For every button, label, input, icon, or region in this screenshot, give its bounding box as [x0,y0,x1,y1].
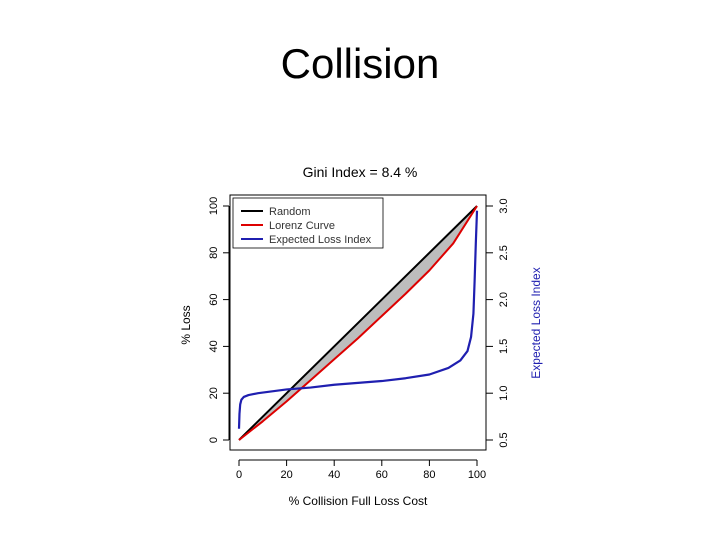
y-tick-label: 80 [208,247,220,259]
series-expected-loss-index-line [237,210,479,429]
y-axis-label: % Loss [179,305,193,344]
y2-tick-label: 2.0 [498,292,510,307]
y2-tick-label: 2.5 [498,245,510,260]
x-tick-label: 100 [468,469,486,481]
y2-tick-label: 3.0 [498,198,510,213]
y2-tick-label: 1.0 [498,386,510,401]
legend-label: Random [269,206,311,218]
y-tick-label: 0 [208,437,220,443]
x-tick-label: 40 [328,469,340,481]
x-tick-label: 60 [376,469,388,481]
slide-title: Collision [280,40,440,87]
x-tick-label: 80 [423,469,435,481]
x-tick-label: 20 [280,469,292,481]
legend-label: Expected Loss Index [269,234,372,246]
y2-tick-label: 0.5 [498,432,510,447]
y2-tick-label: 1.5 [498,339,510,354]
series-lorenz-curve-line [238,205,478,441]
legend-label: Lorenz Curve [269,220,335,232]
y2-axis-label: Expected Loss Index [529,267,543,378]
y-tick-label: 60 [208,293,220,305]
y-tick-label: 40 [208,340,220,352]
y-tick-label: 100 [208,197,220,215]
series-random-line [238,205,478,441]
x-axis-label: % Collision Full Loss Cost [289,494,428,508]
y-tick-label: 20 [208,387,220,399]
chart-title: Gini Index = 8.4 % [303,164,418,180]
x-tick-label: 0 [236,469,242,481]
